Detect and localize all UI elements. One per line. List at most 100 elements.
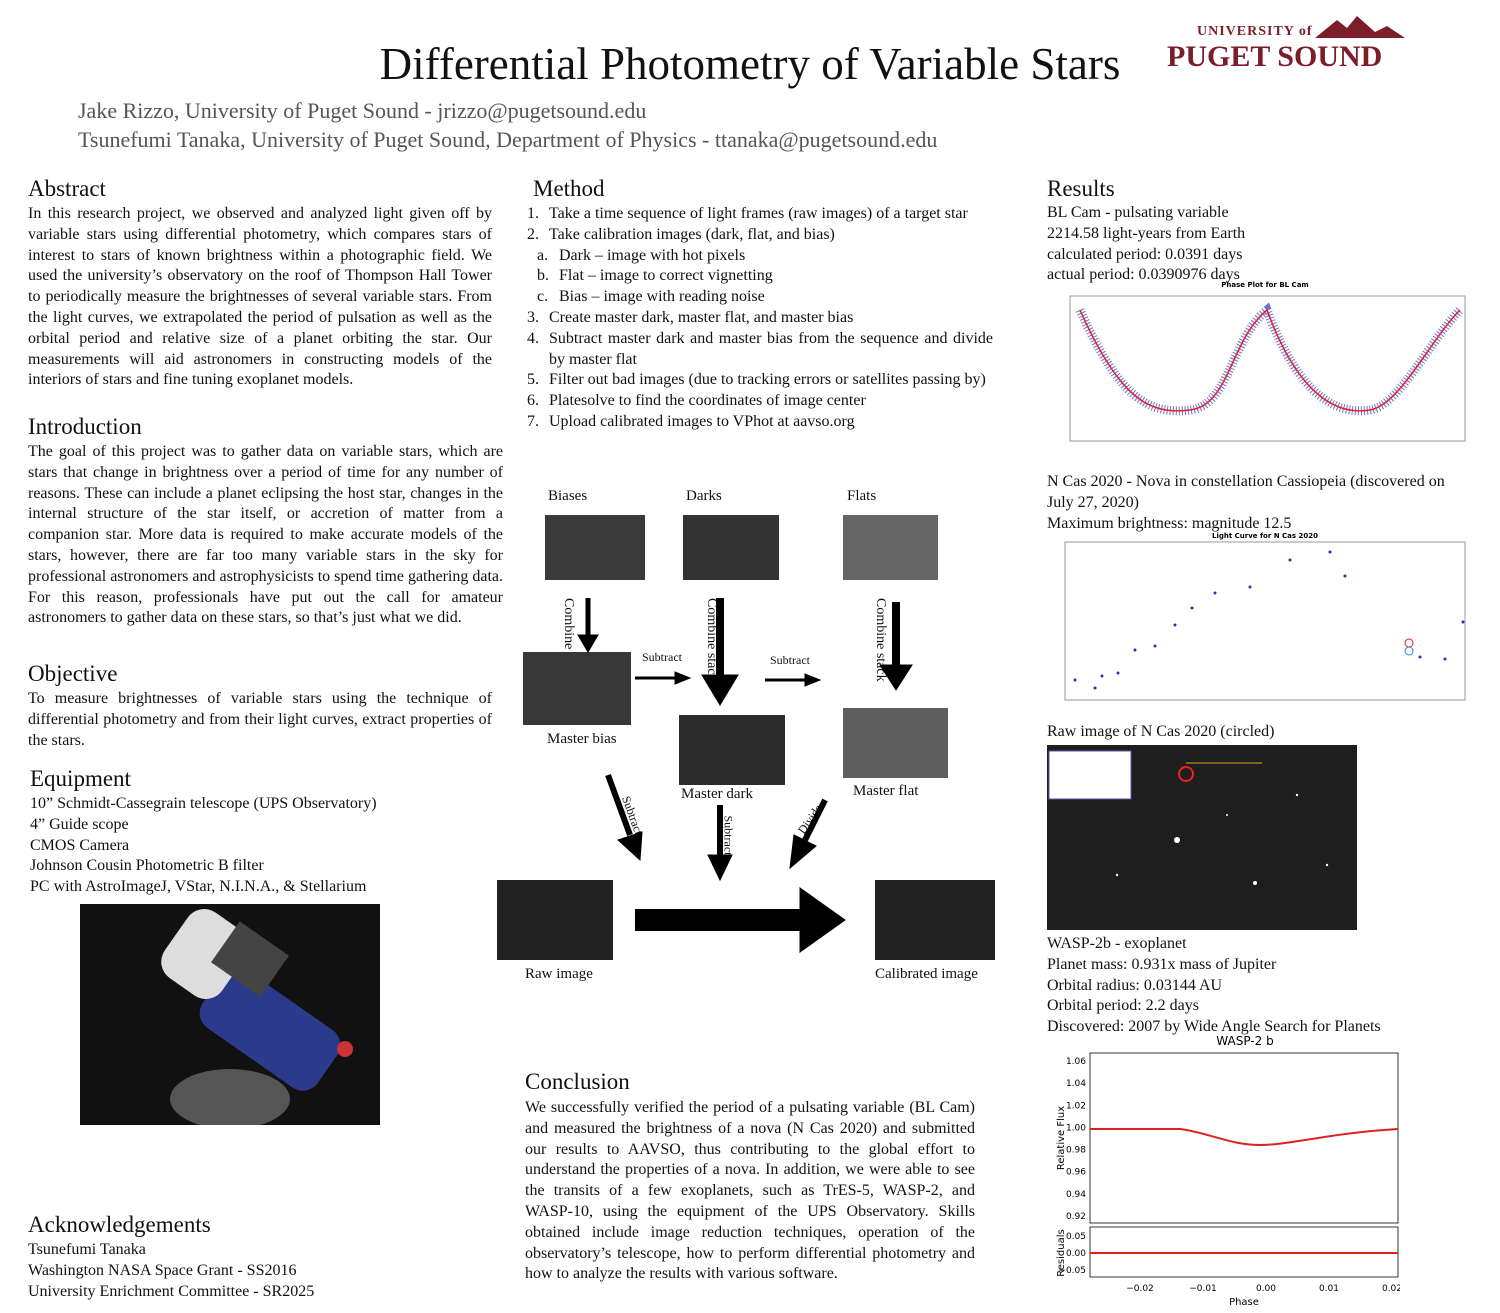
result-text: BL Cam - pulsating variable 2214.58 light… xyxy=(1047,203,1245,286)
sub-step: b. Flat – image to correct vignetting xyxy=(527,266,993,287)
line: Orbital radius: 0.03144 AU xyxy=(1047,976,1223,994)
marker: 6. xyxy=(527,392,539,410)
diagram-label: Combine stack xyxy=(873,598,888,682)
telescope-illustration xyxy=(161,909,353,1129)
tick-label: −0.02 xyxy=(1126,1284,1154,1294)
tick-label: 0.01 xyxy=(1319,1284,1339,1294)
diagram-label: Subtract xyxy=(642,650,682,664)
step: 1. Take a time sequence of light frames (… xyxy=(527,204,993,225)
line: actual period: 0.0390976 days xyxy=(1047,266,1240,284)
marker: 2. xyxy=(527,225,539,243)
heading: Abstract xyxy=(28,176,106,201)
marker: b. xyxy=(537,267,549,285)
heading: Objective xyxy=(28,661,118,686)
calibrated-image xyxy=(875,880,995,960)
step-text: Take calibration images (dark, flat, and… xyxy=(549,225,835,243)
line: Johnson Cousin Photometric B filter xyxy=(30,857,264,875)
tick-label: 1.04 xyxy=(1066,1079,1086,1089)
tick-label: 1.02 xyxy=(1066,1101,1086,1111)
step: 7. Upload calibrated images to VPhot at a… xyxy=(527,412,993,433)
title: Differential Photometry of Variable Star… xyxy=(379,39,1121,89)
line: BL Cam - pulsating variable xyxy=(1047,204,1229,221)
axis-label: Residuals xyxy=(1056,1229,1067,1276)
heading: Acknowledgements xyxy=(28,1212,211,1237)
result-text: WASP-2b - exoplanet Planet mass: 0.931x m… xyxy=(1047,934,1381,1038)
steps: 1. Take a time sequence of light frames (… xyxy=(527,204,993,433)
step-text: Dark – image with hot pixels xyxy=(559,246,746,264)
marker: 5. xyxy=(527,371,539,389)
marker: 3. xyxy=(527,308,539,326)
diagram-label: Darks xyxy=(686,488,722,504)
diagram-arrows xyxy=(577,598,913,953)
step: 3. Create master dark, master flat, and m… xyxy=(527,308,993,329)
logo-bottom: PUGET SOUND xyxy=(1167,40,1383,73)
tick-label: −0.05 xyxy=(1058,1266,1086,1276)
tick-label: 0.05 xyxy=(1066,1232,1086,1242)
diagram-label: Calibrated image xyxy=(875,966,978,982)
list: 10” Schmidt-Cassegrain telescope (UPS Ob… xyxy=(30,794,377,898)
author: Jake Rizzo, University of Puget Sound - … xyxy=(78,98,647,123)
diagram-label: Flats xyxy=(847,488,877,504)
step-text: Upload calibrated images to VPhot at aav… xyxy=(549,412,855,430)
line: Planet mass: 0.931x mass of Jupiter xyxy=(1047,955,1277,973)
step: 5. Filter out bad images (due to tracking… xyxy=(527,370,993,391)
logo-top: UNIVERSITY of xyxy=(1197,24,1313,39)
caption: Raw image of N Cas 2020 (circled) xyxy=(1047,723,1275,740)
n-cas-plot: Light Curve for N Cas 2020 xyxy=(1064,532,1466,701)
line: PC with AstroImageJ, VStar, N.I.N.A., & … xyxy=(30,878,367,896)
star-field xyxy=(1048,750,1329,885)
logo: UNIVERSITY of PUGET SOUND xyxy=(1165,14,1415,74)
master-bias-image xyxy=(523,652,631,725)
plot-title: Light Curve for N Cas 2020 xyxy=(1212,532,1318,540)
diagram-label: Subtract xyxy=(770,653,810,667)
tick-label: 0.92 xyxy=(1066,1212,1086,1222)
bl-cam-plot: Phase Plot for BL Cam xyxy=(1069,281,1466,442)
paragraph: To measure brightnesses of variable star… xyxy=(28,690,492,749)
line: Tsunefumi Tanaka xyxy=(28,1241,146,1258)
sub-step: a. Dark – image with hot pixels xyxy=(527,246,993,267)
n-cas-raw-image xyxy=(1047,745,1357,930)
tick-label: 0.00 xyxy=(1256,1284,1276,1294)
line: University Enrichment Committee - SR2025 xyxy=(28,1282,315,1300)
step: 6. Platesolve to find the coordinates of … xyxy=(527,391,993,412)
step: 4. Subtract master dark and master bias f… xyxy=(527,329,993,371)
line: 10” Schmidt-Cassegrain telescope (UPS Ob… xyxy=(30,795,377,812)
step: 2. Take calibration images (dark, flat, a… xyxy=(527,225,993,246)
line: WASP-2b - exoplanet xyxy=(1047,935,1187,952)
marker: 7. xyxy=(527,412,539,430)
line: Washington NASA Space Grant - SS2016 xyxy=(28,1261,297,1279)
paragraph: In this research project, we observed an… xyxy=(28,205,492,389)
line: N Cas 2020 - Nova in constellation Cassi… xyxy=(1047,473,1445,511)
line: 4” Guide scope xyxy=(30,815,129,833)
master-flat-image xyxy=(843,708,948,778)
bias-image xyxy=(545,515,645,580)
tick-label: 0.00 xyxy=(1066,1249,1086,1259)
axis-label: Phase xyxy=(1229,1297,1259,1308)
diagram-label: Master dark xyxy=(681,786,754,802)
line: Discovered: 2007 by Wide Angle Search fo… xyxy=(1047,1018,1381,1036)
step-text: Bias – image with reading noise xyxy=(559,288,765,306)
marker: 1. xyxy=(527,205,539,222)
list: Tsunefumi Tanaka Washington NASA Space Gr… xyxy=(28,1240,314,1302)
paragraph: We successfully verified the period of a… xyxy=(525,1099,975,1283)
heading: Method xyxy=(533,176,605,201)
tick-label: 0.98 xyxy=(1066,1146,1086,1156)
step-text: Create master dark, master flat, and mas… xyxy=(549,308,854,326)
wasp-plot: WASP-2 b Relative Flux Residuals Phase 1… xyxy=(1056,1034,1400,1308)
tick-label: 1.00 xyxy=(1066,1123,1086,1133)
line: Orbital period: 2.2 days xyxy=(1047,997,1199,1015)
diagram-label: Master bias xyxy=(547,731,617,747)
step-text: Platesolve to find the coordinates of im… xyxy=(549,392,866,410)
step-text: Subtract master dark and master bias fro… xyxy=(549,329,993,368)
tick-label: 0.02 xyxy=(1382,1284,1400,1294)
tick-label: 0.96 xyxy=(1066,1168,1086,1178)
line: CMOS Camera xyxy=(30,836,130,854)
diagram-label: Raw image xyxy=(525,966,593,982)
marker: a. xyxy=(537,246,549,264)
plot-title: Phase Plot for BL Cam xyxy=(1221,281,1308,289)
axis-label: Relative Flux xyxy=(1056,1106,1067,1170)
result-text: N Cas 2020 - Nova in constellation Cassi… xyxy=(1047,472,1467,534)
telescope-photo xyxy=(80,904,380,1129)
step-text: Filter out bad images (due to tracking e… xyxy=(549,371,986,389)
